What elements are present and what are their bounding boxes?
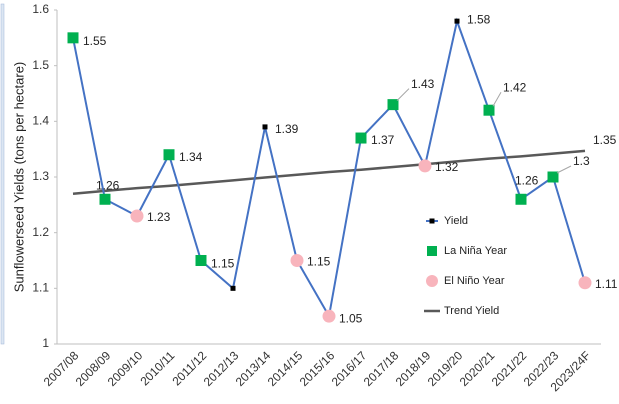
data-label: 1.15 [211,257,235,271]
y-tick-label: 1.6 [32,2,49,16]
data-label: 1.35 [593,133,617,147]
data-label: 1.39 [275,122,299,136]
y-tick-label: 1.2 [32,225,49,239]
leader-line [396,88,410,101]
x-tick-label: 2009/10 [105,348,146,389]
x-tick-label: 2010/11 [137,348,177,388]
data-label: 1.55 [83,34,107,48]
frame-edge [0,3,5,345]
legend-label: La Niña Year [444,245,507,257]
y-tick-label: 1.5 [32,58,49,72]
la-nina-marker [195,255,207,266]
legend-swatch [427,246,437,256]
la-nina-marker [67,32,79,44]
el-nino-marker [578,276,592,290]
data-label: 1.3 [573,154,590,168]
la-nina-marker [355,132,367,144]
y-axis-title: Sunflowerseed Yields (tons per hectare) [11,62,26,293]
data-label: 1.23 [147,210,171,224]
la-nina-marker [99,193,111,205]
yield-line [72,17,586,320]
trend-line [72,149,586,195]
leader-line [556,165,572,174]
y-tick-label: 1.1 [32,281,49,295]
data-label: 1.26 [96,178,120,192]
el-nino-marker [290,254,304,267]
legend-swatch [426,275,438,287]
el-nino-marker [130,209,144,223]
la-nina-marker [547,171,559,183]
data-label: 1.42 [503,80,527,94]
yield-marker [262,124,268,130]
legend-swatch [429,218,435,224]
legend-label: Yield [444,215,468,227]
y-tick-label: 1.4 [32,114,49,128]
data-label: 1.43 [411,77,435,91]
data-label: 1.32 [435,160,459,174]
data-label: 1.26 [515,173,539,187]
legend-label: Trend Yield [444,305,499,317]
data-label: 1.15 [307,255,331,269]
yield-marker [230,285,236,291]
la-nina-marker [387,99,399,111]
data-label: 1.34 [179,150,203,164]
data-label: 1.05 [339,311,363,325]
data-label: 1.11 [595,277,618,291]
y-tick-label: 1.3 [32,169,49,183]
data-label: 1.58 [467,12,491,26]
la-nina-marker [483,104,495,116]
el-nino-marker [418,159,432,173]
yield-marker [454,18,460,24]
legend-label: El Niño Year [444,275,505,287]
data-label: 1.37 [371,133,395,147]
el-nino-marker [322,309,336,323]
leader-line [492,91,502,107]
la-nina-marker [515,193,527,205]
la-nina-marker [163,149,175,161]
y-tick-label: 1 [42,336,49,350]
